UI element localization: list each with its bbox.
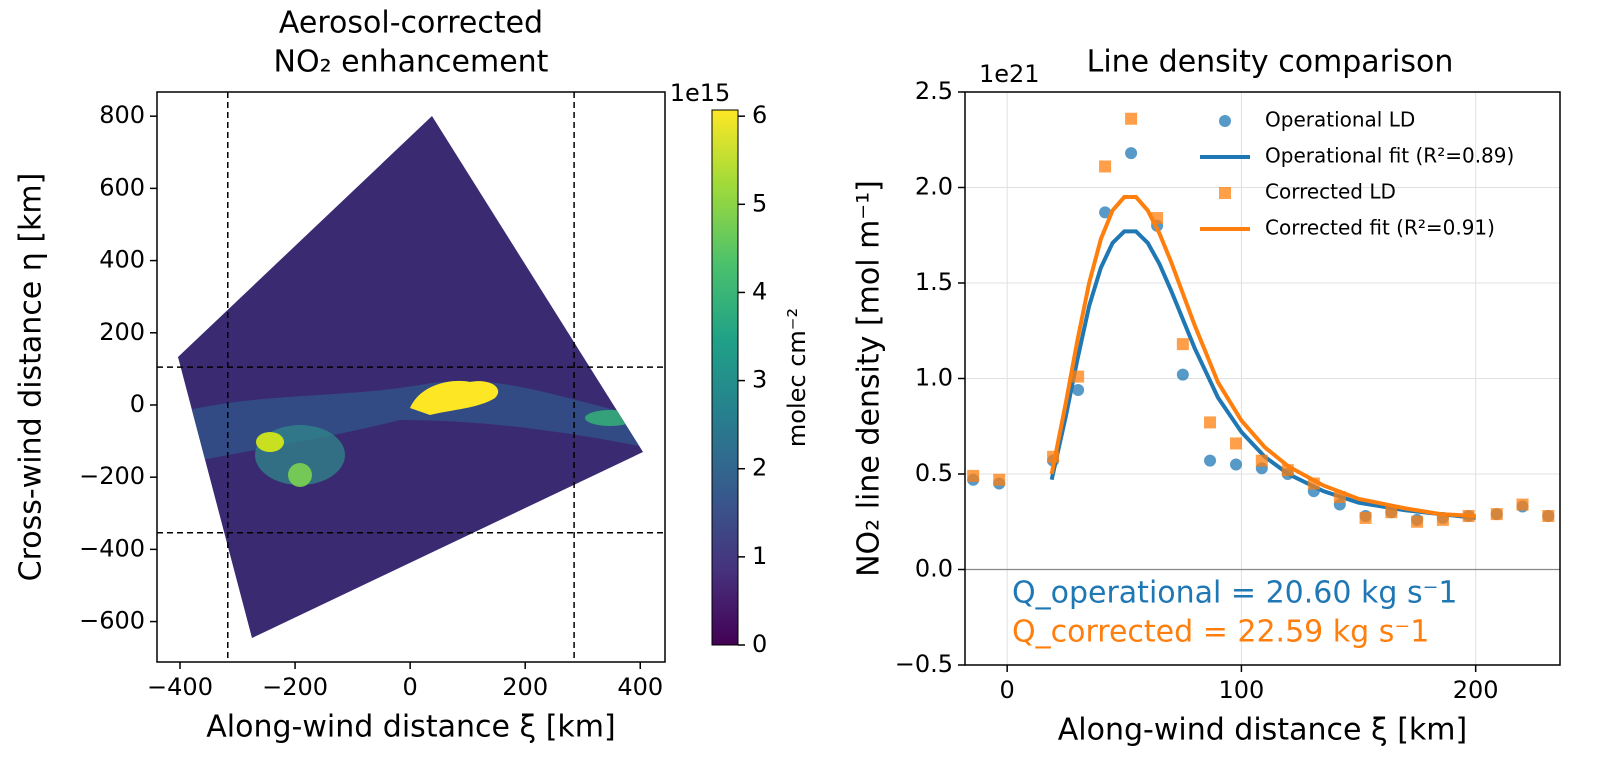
fit-line — [1049, 195, 1476, 519]
y-tick-label: 400 — [99, 246, 145, 274]
data-point — [1230, 437, 1243, 450]
y-tick-label: 0.0 — [915, 555, 953, 583]
colorbar-tick-label: 5 — [752, 189, 767, 217]
y-tick-label: 2.0 — [915, 173, 953, 201]
y-tick-label: 800 — [99, 101, 145, 129]
x-tick-label: 200 — [502, 673, 548, 701]
y-tick-label: 2.5 — [915, 77, 953, 105]
chart-title: Line density comparison — [1087, 45, 1454, 80]
data-point — [1542, 510, 1555, 523]
swath-image — [178, 116, 643, 638]
x-tick-label: 200 — [1453, 676, 1499, 704]
data-point — [993, 473, 1006, 486]
y-tick-label: 1.5 — [915, 268, 953, 296]
data-point — [1359, 511, 1372, 524]
colorbar-tick-label: 6 — [752, 101, 767, 129]
colorbar-tick-label: 3 — [752, 366, 767, 394]
data-point — [1099, 206, 1112, 219]
data-point — [1099, 160, 1112, 173]
x-axis-label: Along-wind distance ξ [km] — [1058, 713, 1467, 748]
colorbar-tick-label: 0 — [752, 630, 767, 658]
y-axis-label: Cross-wind distance η [km] — [14, 173, 49, 582]
data-point — [1072, 370, 1085, 383]
y-tick-label: −0.5 — [895, 650, 953, 678]
data-point — [1125, 147, 1138, 160]
x-tick-label: 400 — [617, 673, 663, 701]
legend-swatch — [1219, 187, 1231, 199]
chart-title: Aerosol-corrected — [279, 6, 543, 41]
y-tick-label: 1.0 — [915, 364, 953, 392]
legend-label: Operational fit (R²=0.89) — [1265, 144, 1514, 168]
y-tick-label: 600 — [99, 173, 145, 201]
colorbar-label: molec cm⁻² — [783, 308, 811, 447]
y-tick-label: −600 — [79, 607, 145, 635]
data-point — [1385, 506, 1398, 519]
annotation: Q_corrected = 22.59 kg s⁻1 — [1012, 615, 1429, 650]
x-tick-label: 0 — [1000, 676, 1015, 704]
data-point — [1255, 454, 1268, 467]
legend-label: Operational LD — [1265, 108, 1415, 132]
colorbar-tick-label: 4 — [752, 277, 767, 305]
data-point — [1490, 508, 1503, 521]
data-point — [1411, 515, 1424, 528]
colorbar — [711, 109, 739, 646]
legend-label: Corrected LD — [1265, 180, 1396, 204]
y-axis-label: NO₂ line density [mol m⁻¹] — [852, 180, 887, 577]
data-point — [1176, 368, 1189, 381]
x-tick-label: −200 — [262, 673, 328, 701]
axes-frame — [964, 91, 1561, 666]
data-point — [967, 469, 980, 482]
y-tick-label: 200 — [99, 318, 145, 346]
offset-text: 1e21 — [979, 60, 1040, 88]
annotation: Q_operational = 20.60 kg s⁻1 — [1012, 576, 1458, 611]
y-tick-label: −400 — [79, 534, 145, 562]
data-point — [1204, 454, 1217, 467]
data-point — [1516, 498, 1529, 511]
x-tick-label: 0 — [402, 673, 417, 701]
y-tick-label: 0.5 — [915, 459, 953, 487]
data-point — [1176, 338, 1189, 351]
data-point — [1125, 112, 1138, 125]
colorbar-tick-label: 1 — [752, 542, 767, 570]
axes-frame — [156, 91, 666, 663]
x-axis-label: Along-wind distance ξ [km] — [206, 710, 615, 745]
y-tick-label: 0 — [130, 390, 145, 418]
legend-swatch — [1219, 115, 1231, 127]
colorbar-offset: 1e15 — [670, 79, 731, 107]
legend-label: Corrected fit (R²=0.91) — [1265, 216, 1495, 240]
y-tick-label: −200 — [79, 462, 145, 490]
x-tick-label: −400 — [147, 673, 213, 701]
colorbar-tick-label: 2 — [752, 454, 767, 482]
data-point — [1436, 513, 1449, 526]
fit-line — [1049, 229, 1476, 520]
x-tick-label: 100 — [1219, 676, 1265, 704]
chart-title: NO₂ enhancement — [274, 45, 549, 80]
data-point — [1072, 383, 1085, 396]
data-point — [1230, 458, 1243, 471]
data-point — [1204, 416, 1217, 429]
